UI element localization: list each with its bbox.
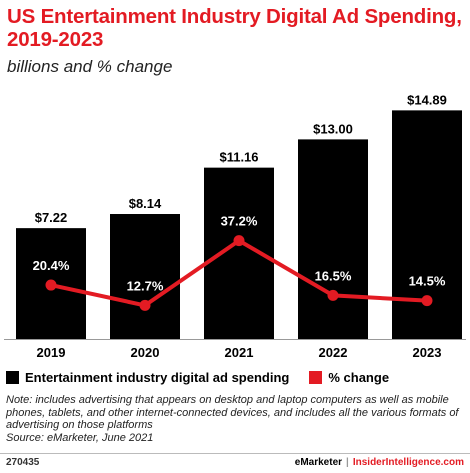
pct-label-2022: 16.5%	[315, 268, 352, 283]
chart-subtitle: billions and % change	[7, 57, 173, 76]
brand-emarketer: eMarketer	[294, 457, 343, 468]
bar-value-label-2019: $7.22	[35, 210, 68, 225]
chart-note: Note: includes advertising that appears …	[6, 394, 466, 444]
note-text: Note: includes advertising that appears …	[6, 394, 459, 431]
bar-value-label-2020: $8.14	[129, 196, 162, 211]
chart-id: 270435	[6, 457, 40, 468]
x-tick-label-2021: 2021	[225, 345, 254, 360]
legend-label-change: % change	[328, 369, 390, 385]
x-tick-label-2019: 2019	[37, 345, 66, 360]
x-tick-label-2023: 2023	[413, 345, 442, 360]
x-tick-label-2022: 2022	[319, 345, 348, 360]
legend-swatch-change	[309, 370, 323, 384]
footer-brand: eMarketer | InsiderIntelligence.com	[295, 457, 464, 468]
pct-point-2023	[421, 295, 433, 307]
bar-value-label-2023: $14.89	[407, 92, 447, 107]
pct-label-2019: 20.4%	[33, 258, 70, 273]
pct-point-2021	[233, 235, 245, 247]
pct-point-2020	[139, 299, 151, 311]
pct-point-2022	[327, 289, 339, 301]
bar-value-label-2022: $13.00	[313, 121, 353, 136]
legend-item-spending: Entertainment industry digital ad spendi…	[6, 370, 289, 385]
footer-divider	[0, 453, 470, 454]
x-tick-label-2020: 2020	[131, 345, 160, 360]
brand-separator: |	[346, 457, 349, 468]
legend-item-change: % change	[309, 370, 389, 385]
source-text: Source: eMarketer, June 2021	[6, 431, 154, 444]
bar-2020	[110, 214, 180, 339]
legend-swatch-spending	[6, 370, 19, 384]
brand-insider-intelligence: InsiderIntelligence.com	[352, 457, 464, 468]
bar-value-label-2021: $11.16	[219, 150, 258, 165]
pct-label-2021: 37.2%	[221, 214, 258, 229]
pct-label-2020: 12.7%	[127, 278, 164, 293]
bar-2022	[298, 139, 368, 339]
chart-title: US Entertainment Industry Digital Ad Spe…	[7, 5, 462, 51]
legend-label-spending: Entertainment industry digital ad spendi…	[25, 369, 290, 385]
pct-point-2019	[45, 279, 57, 291]
pct-label-2023: 14.5%	[409, 274, 446, 289]
legend: Entertainment industry digital ad spendi…	[6, 369, 409, 385]
